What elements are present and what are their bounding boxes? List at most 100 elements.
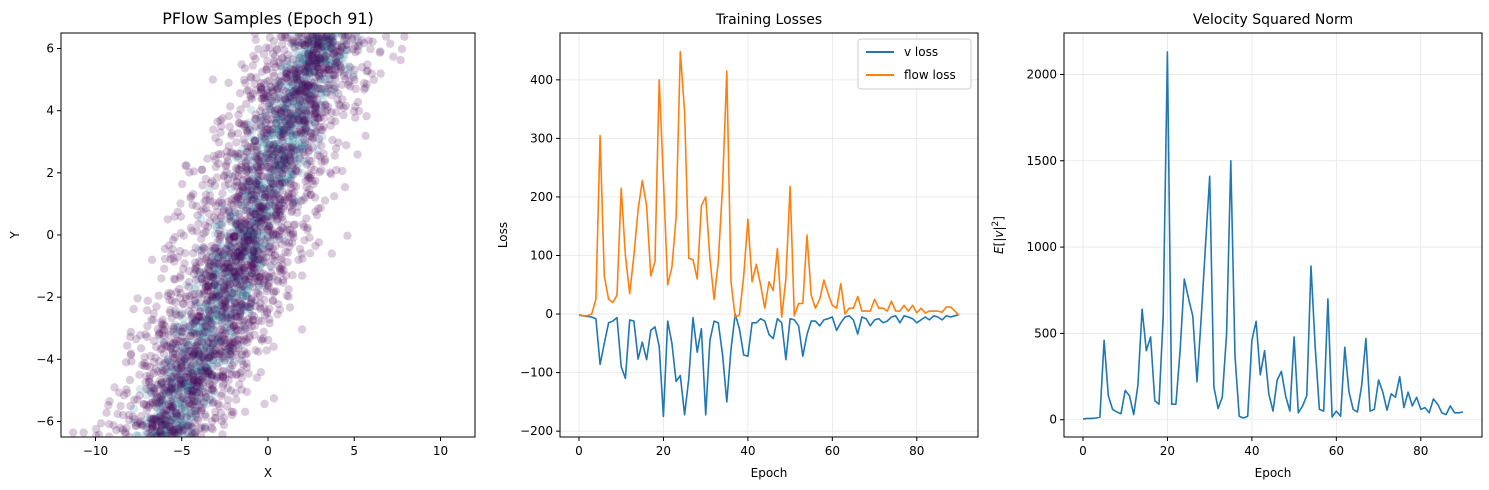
scatter-point	[202, 300, 211, 310]
scatter-point	[285, 108, 294, 117]
scatter-point	[311, 241, 320, 251]
scatter-point	[198, 319, 207, 328]
scatter-point	[231, 182, 240, 191]
scatter-point	[329, 57, 338, 66]
scatter-point	[165, 377, 175, 386]
scatter-point	[282, 121, 291, 131]
scatter-point	[301, 57, 310, 67]
scatter-point	[198, 165, 207, 175]
scatter-point	[246, 224, 255, 233]
scatter-point	[288, 171, 297, 180]
scatter-point	[204, 314, 214, 323]
scatter-point	[306, 46, 315, 56]
scatter-point	[242, 241, 252, 250]
scatter-point	[213, 263, 222, 273]
velocity-title: Velocity Squared Norm	[1193, 12, 1353, 28]
scatter-point	[126, 332, 135, 341]
scatter-point	[234, 289, 243, 298]
scatter-point	[198, 384, 207, 393]
scatter-point	[311, 72, 320, 82]
scatter-point	[185, 326, 195, 335]
scatter-point	[321, 57, 330, 66]
scatter-point	[183, 395, 193, 404]
scatter-point	[255, 150, 264, 160]
scatter-point	[245, 304, 255, 314]
scatter-point	[135, 419, 145, 428]
scatter-point	[160, 264, 169, 273]
scatter-point	[202, 400, 211, 409]
scatter-point	[222, 323, 231, 332]
scatter-point	[228, 273, 237, 282]
scatter-point	[201, 423, 210, 433]
scatter-point	[179, 386, 188, 395]
scatter-point	[277, 155, 286, 164]
scatter-point	[171, 432, 180, 437]
scatter-point	[270, 251, 279, 260]
scatter-point	[237, 200, 246, 210]
scatter-point	[238, 189, 247, 198]
scatter-point	[147, 414, 156, 424]
scatter-point	[308, 41, 317, 50]
scatter-point	[206, 365, 215, 374]
scatter-point	[237, 253, 246, 262]
loss-y-tick-label: −200	[520, 424, 553, 438]
scatter-point	[224, 252, 234, 261]
scatter-point	[298, 109, 307, 119]
scatter-point	[344, 33, 353, 41]
scatter-point	[276, 109, 285, 118]
scatter-point	[196, 369, 206, 378]
scatter-point	[209, 305, 219, 314]
scatter-point	[243, 229, 252, 238]
scatter-point	[263, 207, 272, 216]
scatter-point	[286, 156, 295, 165]
scatter-point	[270, 139, 279, 148]
scatter-point	[254, 255, 263, 264]
scatter-point	[223, 314, 233, 323]
scatter-point	[178, 179, 187, 189]
scatter-point	[190, 284, 199, 293]
scatter-point	[181, 376, 190, 385]
scatter-point	[129, 404, 139, 413]
scatter-point	[142, 428, 151, 437]
scatter-point	[165, 411, 174, 420]
scatter-point	[278, 39, 287, 49]
scatter-point	[205, 369, 214, 378]
scatter-point	[252, 271, 262, 281]
scatter-point	[222, 266, 231, 275]
scatter-point	[314, 57, 323, 66]
scatter-point	[197, 367, 206, 377]
scatter-point	[268, 189, 277, 198]
scatter-point	[314, 39, 323, 48]
scatter-point	[180, 380, 190, 389]
scatter-point	[279, 154, 289, 163]
scatter-point	[116, 401, 125, 411]
scatter-point	[274, 87, 284, 96]
scatter-point	[278, 169, 287, 179]
scatter-point	[257, 67, 267, 77]
scatter-point	[249, 229, 258, 239]
scatter-point	[208, 425, 217, 434]
scatter-point	[364, 36, 373, 45]
scatter-point	[249, 248, 258, 257]
scatter-point	[166, 393, 176, 402]
scatter-point	[321, 35, 330, 44]
scatter-point	[232, 289, 242, 298]
scatter-point	[212, 306, 221, 315]
scatter-y-tick-label: −4	[36, 352, 54, 366]
scatter-point	[175, 273, 185, 282]
scatter-point	[189, 350, 198, 359]
scatter-point	[201, 323, 210, 332]
scatter-point	[245, 191, 255, 200]
scatter-point	[309, 81, 318, 91]
scatter-point	[241, 148, 250, 157]
scatter-point	[276, 176, 285, 186]
scatter-point	[381, 33, 391, 41]
scatter-point	[242, 203, 251, 212]
scatter-point	[289, 111, 299, 120]
scatter-point	[244, 191, 254, 201]
scatter-point	[386, 39, 395, 48]
scatter-point	[209, 269, 219, 279]
scatter-points	[69, 33, 409, 437]
scatter-point	[198, 378, 208, 387]
scatter-point	[212, 249, 221, 258]
